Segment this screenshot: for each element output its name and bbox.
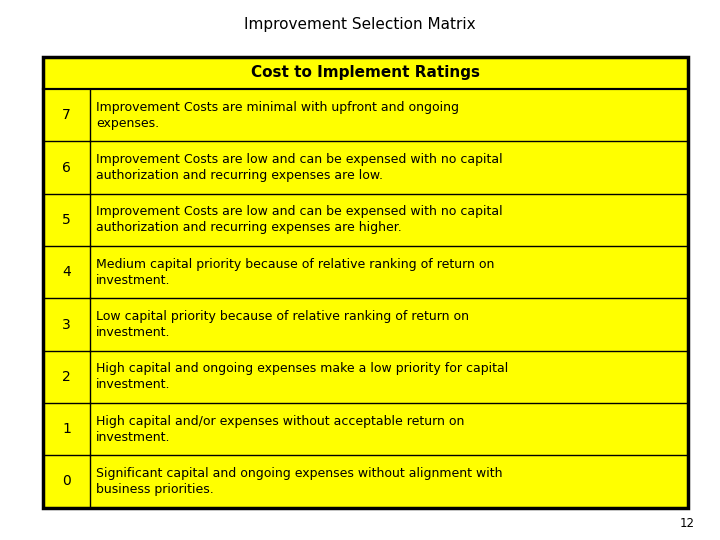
Text: Low capital priority because of relative ranking of return on
investment.: Low capital priority because of relative… (96, 310, 469, 339)
Text: Improvement Selection Matrix: Improvement Selection Matrix (244, 17, 476, 32)
Text: 0: 0 (62, 475, 71, 489)
Text: High capital and ongoing expenses make a low priority for capital
investment.: High capital and ongoing expenses make a… (96, 362, 508, 392)
Text: 7: 7 (62, 109, 71, 123)
Bar (43, 194, 688, 246)
Text: 12: 12 (680, 517, 695, 530)
Text: 3: 3 (62, 318, 71, 332)
Text: 1: 1 (62, 422, 71, 436)
Bar (43, 141, 688, 194)
Text: Improvement Costs are minimal with upfront and ongoing
expenses.: Improvement Costs are minimal with upfro… (96, 101, 459, 130)
Text: Significant capital and ongoing expenses without alignment with
business priorit: Significant capital and ongoing expenses… (96, 467, 503, 496)
Text: Improvement Costs are low and can be expensed with no capital
authorization and : Improvement Costs are low and can be exp… (96, 153, 503, 182)
Bar (43, 455, 688, 508)
Text: 4: 4 (62, 265, 71, 279)
Text: Medium capital priority because of relative ranking of return on
investment.: Medium capital priority because of relat… (96, 258, 494, 287)
Bar (43, 57, 688, 508)
Text: Cost to Implement Ratings: Cost to Implement Ratings (251, 65, 480, 80)
Bar (43, 246, 688, 299)
Text: 5: 5 (62, 213, 71, 227)
Text: 6: 6 (62, 160, 71, 174)
Bar (43, 350, 688, 403)
Text: 2: 2 (62, 370, 71, 384)
Bar (43, 299, 688, 350)
Bar (43, 57, 688, 508)
Text: High capital and/or expenses without acceptable return on
investment.: High capital and/or expenses without acc… (96, 415, 464, 444)
Text: Improvement Costs are low and can be expensed with no capital
authorization and : Improvement Costs are low and can be exp… (96, 205, 503, 234)
Bar (43, 89, 688, 141)
Bar (43, 57, 688, 89)
Bar (43, 403, 688, 455)
